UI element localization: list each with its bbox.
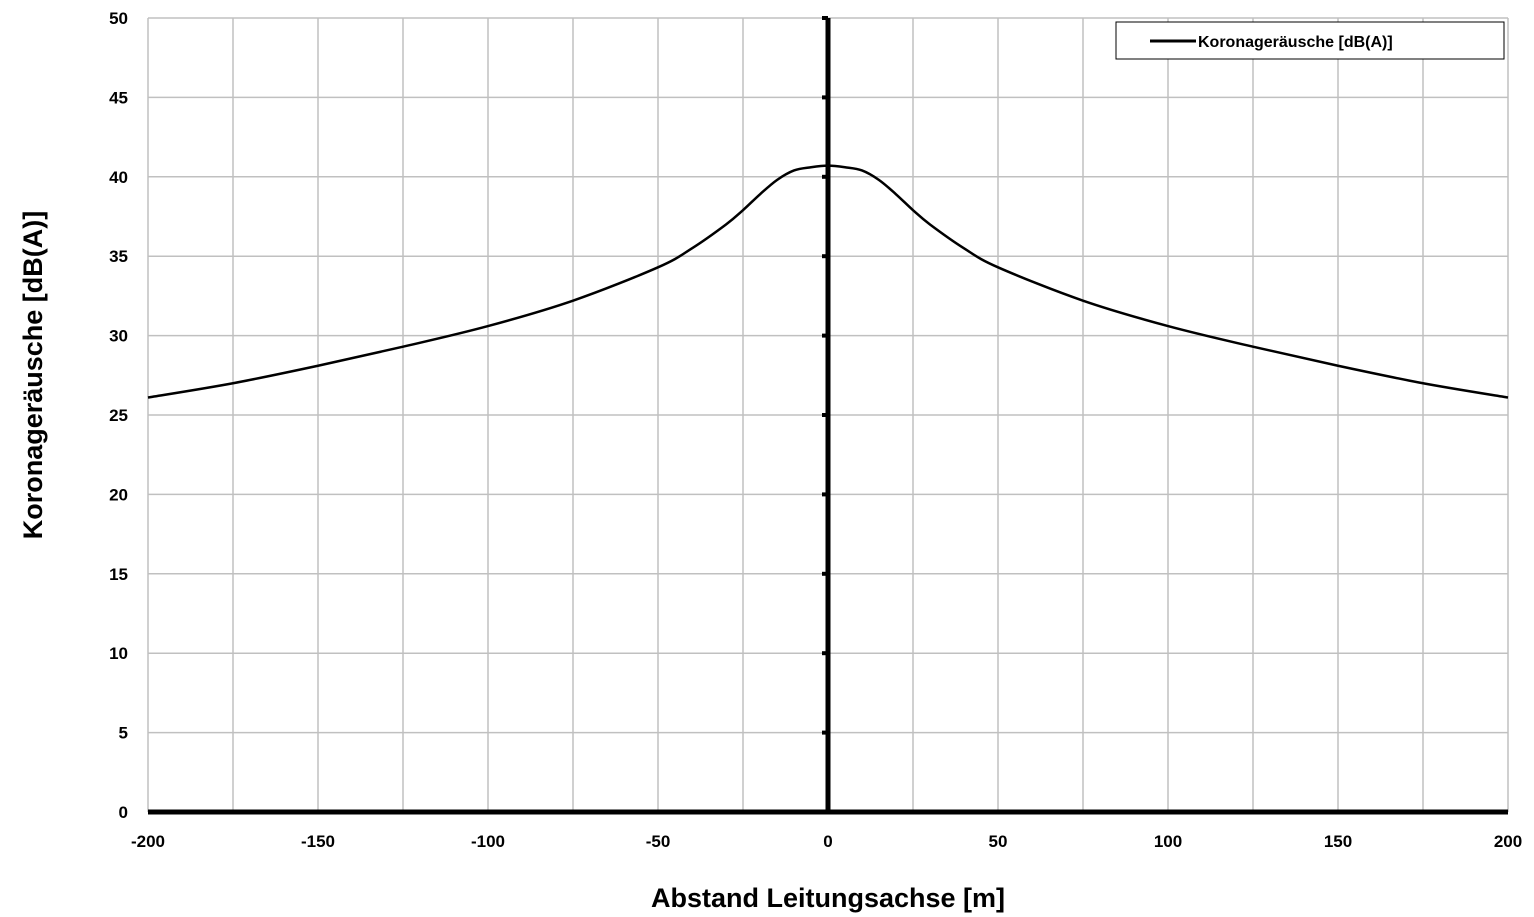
legend-label: Koronageräusche [dB(A)] xyxy=(1198,34,1393,51)
x-axis-title: Abstand Leitungsachse [m] xyxy=(651,883,1005,913)
y-tick-label: 50 xyxy=(109,9,128,28)
y-tick-label: 15 xyxy=(109,565,128,584)
y-tick-label: 45 xyxy=(109,88,128,107)
y-tick-label: 5 xyxy=(119,724,128,743)
x-tick-label: -200 xyxy=(131,832,165,851)
y-tick-label: 25 xyxy=(109,406,128,425)
x-tick-label: 150 xyxy=(1324,832,1352,851)
x-tick-label: 50 xyxy=(989,832,1008,851)
axes xyxy=(148,16,1508,815)
x-tick-label: 0 xyxy=(823,832,832,851)
y-tick-label: 30 xyxy=(109,327,128,346)
x-tick-label: -150 xyxy=(301,832,335,851)
legend: Koronageräusche [dB(A)] xyxy=(1115,21,1505,60)
y-tick-label: 20 xyxy=(109,485,128,504)
x-tick-label: 100 xyxy=(1154,832,1182,851)
tick-labels: -200 -150 -100 -50 0 50 100 150 200 0 5 10 15 20 25 30 3… xyxy=(109,9,1522,851)
x-tick-label: -100 xyxy=(471,832,505,851)
y-tick-label: 10 xyxy=(109,644,128,663)
x-tick-label: -50 xyxy=(646,832,671,851)
series-line xyxy=(147,164,1509,399)
y-tick-label: 35 xyxy=(109,247,128,266)
x-tick-label: 200 xyxy=(1494,832,1522,851)
y-tick-label: 40 xyxy=(109,168,128,187)
legend-box xyxy=(1115,21,1505,60)
y-axis-title: Koronageräusche [dB(A)] xyxy=(18,211,48,540)
y-tick-label: 0 xyxy=(119,803,128,822)
series-group xyxy=(147,164,1509,399)
